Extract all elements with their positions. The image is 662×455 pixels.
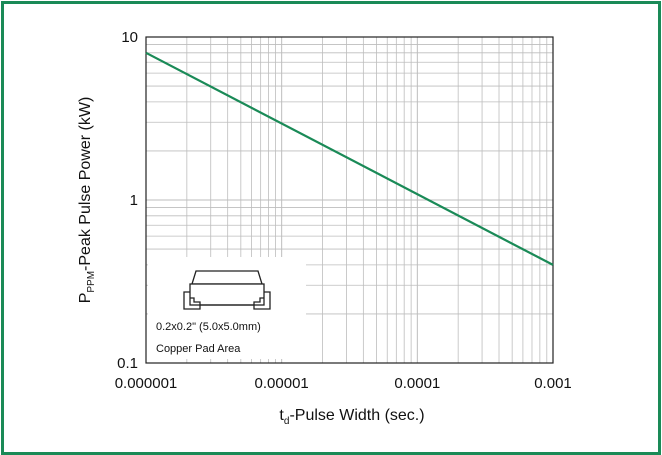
pad-size-label: 0.2x0.2" (5.0x5.0mm) bbox=[156, 321, 261, 333]
x-tick-label: 0.001 bbox=[534, 375, 572, 392]
x-tick-label: 0.0001 bbox=[394, 375, 440, 392]
tick-labels: 0.000001 0.00001 0.0001 0.001 0.1 1 10 bbox=[115, 29, 572, 392]
y-axis-title-main: P bbox=[77, 293, 94, 304]
series-layer bbox=[145, 51, 554, 266]
x-axis-title: td-Pulse Width (sec.) bbox=[279, 407, 424, 427]
y-axis-title-rest: -Peak Pulse Power (kW) bbox=[77, 97, 94, 271]
inset-box: 0.2x0.2" (5.0x5.0mm) Copper Pad Area bbox=[148, 257, 306, 359]
y-tick-label: 10 bbox=[121, 29, 138, 46]
x-axis-title-rest: -Pulse Width (sec.) bbox=[289, 407, 424, 424]
y-axis-title: PPPM-Peak Pulse Power (kW) bbox=[77, 97, 97, 304]
x-tick-label: 0.00001 bbox=[255, 375, 309, 392]
y-axis-title-sub: PPM bbox=[86, 271, 97, 293]
series-line bbox=[145, 51, 554, 266]
plot-area bbox=[145, 36, 554, 364]
x-axis-title-sub: d bbox=[284, 416, 290, 427]
smd-package-icon bbox=[183, 270, 271, 310]
y-tick-label: 1 bbox=[130, 192, 138, 209]
y-tick-label: 0.1 bbox=[117, 355, 138, 372]
copper-pad-label: Copper Pad Area bbox=[156, 343, 241, 355]
x-tick-label: 0.000001 bbox=[115, 375, 178, 392]
x-axis-title-main: t bbox=[279, 407, 284, 424]
